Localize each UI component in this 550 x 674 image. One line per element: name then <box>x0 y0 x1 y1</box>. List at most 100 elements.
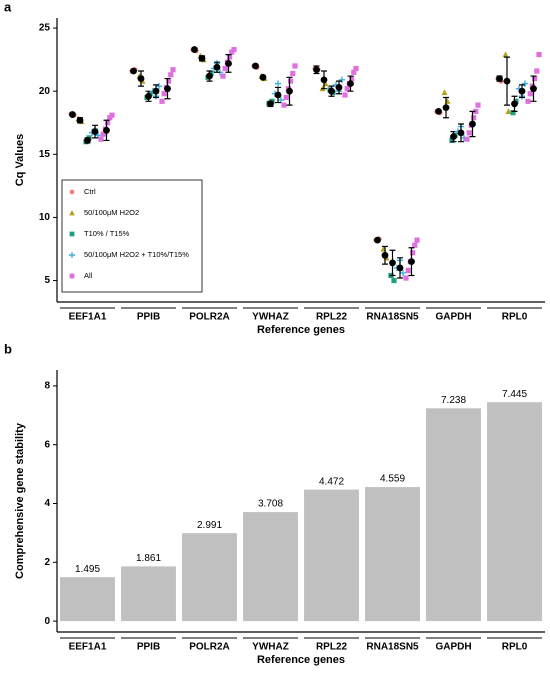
mean-point <box>252 62 259 70</box>
y-tick-label: 25 <box>39 23 51 34</box>
point <box>351 69 357 75</box>
mean-point <box>274 91 282 99</box>
value-label: 1.495 <box>75 564 100 575</box>
point <box>274 80 282 87</box>
point <box>349 75 355 82</box>
mean-point <box>328 87 335 95</box>
x-tick-label: RNA18SN5 <box>366 312 419 323</box>
value-label: 2.991 <box>197 520 222 531</box>
bar <box>243 512 298 622</box>
legend-marker <box>69 210 75 216</box>
point <box>166 78 172 84</box>
x-axis-title: Reference genes <box>257 324 345 336</box>
mean-point <box>152 87 160 95</box>
mean-point <box>518 87 526 95</box>
x-tick-label: PPIB <box>137 642 160 653</box>
point <box>161 91 167 97</box>
x-tick-label: GAPDH <box>435 642 471 653</box>
mean-point <box>130 67 137 75</box>
value-label: 3.708 <box>258 499 283 510</box>
mean-point <box>84 137 91 144</box>
point <box>100 131 106 137</box>
point <box>536 52 542 58</box>
mean-point <box>320 76 328 84</box>
x-tick-label: RNA18SN5 <box>366 642 419 653</box>
mean-point <box>442 104 450 112</box>
mean-point <box>469 120 476 128</box>
y-axis-title: Comprehensive gene stability <box>14 422 26 579</box>
point <box>441 89 448 96</box>
x-tick-label: RPL0 <box>502 312 528 323</box>
y-tick-label: 10 <box>39 212 51 223</box>
x-tick-label: POLR2A <box>189 642 230 653</box>
point <box>342 92 348 98</box>
point <box>449 137 455 144</box>
value-label: 7.238 <box>441 395 466 406</box>
point <box>283 94 289 101</box>
point <box>532 75 538 82</box>
x-tick-label: RPL22 <box>316 312 348 323</box>
legend-marker <box>69 252 75 258</box>
y-tick-label: 6 <box>44 439 50 450</box>
mean-point <box>435 108 442 115</box>
point <box>105 120 111 126</box>
x-tick-label: EEF1A1 <box>69 312 107 323</box>
mean-point <box>103 126 110 134</box>
point <box>471 115 477 121</box>
point <box>353 65 359 72</box>
panel-label: b <box>4 341 12 356</box>
point <box>288 78 294 84</box>
bar <box>365 487 420 622</box>
point <box>502 51 509 58</box>
value-label: 4.559 <box>380 474 405 485</box>
mean-point <box>145 92 152 100</box>
point <box>403 275 409 281</box>
point <box>220 73 226 79</box>
bar <box>182 533 237 622</box>
x-tick-label: YWHAZ <box>252 642 289 653</box>
legend-label: Ctrl <box>84 187 96 196</box>
mean-point <box>396 264 404 272</box>
mean-point <box>225 60 232 67</box>
x-tick-label: GAPDH <box>435 312 471 323</box>
mean-point <box>530 85 537 93</box>
y-tick-label: 8 <box>44 381 50 392</box>
point <box>412 242 418 248</box>
legend-label: 50/100μM H2O2 <box>84 208 139 217</box>
mean-point <box>335 84 343 91</box>
mean-point <box>76 116 84 124</box>
legend-marker <box>69 273 75 279</box>
point <box>170 67 176 73</box>
y-tick-label: 2 <box>44 557 50 568</box>
point <box>227 54 233 60</box>
x-tick-label: EEF1A1 <box>69 642 107 653</box>
panel-label: a <box>4 0 12 14</box>
legend-label: All <box>84 271 93 280</box>
bar <box>426 408 481 622</box>
point <box>109 112 115 118</box>
point <box>527 91 533 97</box>
mean-point <box>381 251 389 259</box>
point <box>281 102 287 108</box>
bar <box>304 489 359 622</box>
mean-point <box>164 85 171 93</box>
y-tick-label: 15 <box>39 149 51 160</box>
mean-point <box>213 63 221 71</box>
value-label: 4.472 <box>319 476 344 487</box>
point <box>231 46 237 53</box>
legend-box <box>61 179 203 293</box>
point <box>338 76 346 84</box>
y-tick-label: 0 <box>44 616 50 627</box>
point <box>464 136 470 142</box>
point <box>344 86 350 92</box>
point <box>391 277 397 284</box>
x-axis-title: Reference genes <box>257 654 345 666</box>
mean-point <box>69 111 76 118</box>
legend-marker <box>69 189 75 195</box>
point <box>292 63 298 69</box>
point <box>155 82 163 90</box>
x-tick-label: RPL22 <box>316 642 348 653</box>
point <box>534 68 540 74</box>
point <box>399 269 407 277</box>
x-tick-label: YWHAZ <box>252 312 289 323</box>
